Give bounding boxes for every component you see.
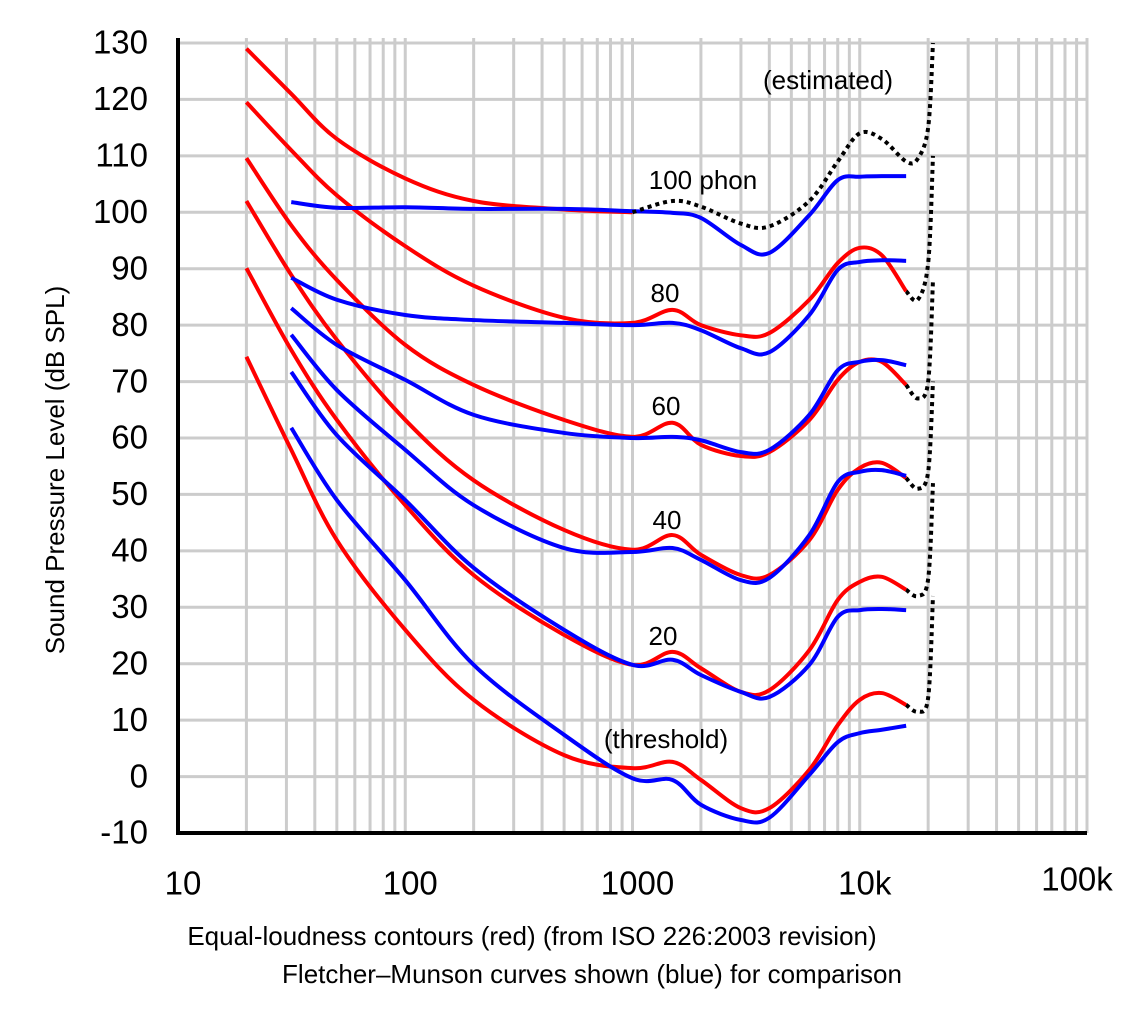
x-tick-label: 10 xyxy=(165,865,202,902)
y-tick-label: 120 xyxy=(93,80,148,117)
annotation: (estimated) xyxy=(763,65,893,95)
y-tick-label: 0 xyxy=(130,757,148,794)
annotation: 20 xyxy=(649,621,678,651)
curve xyxy=(290,174,907,257)
x-axis-label: Fletcher–Munson curves shown (blue) for … xyxy=(282,959,902,989)
annotation: 40 xyxy=(653,505,682,535)
y-tick-label: 10 xyxy=(111,701,148,738)
curve xyxy=(289,426,907,825)
y-tick-label: 20 xyxy=(111,644,148,681)
annotation: 100 phon xyxy=(649,165,757,195)
y-tick-label: 130 xyxy=(93,24,148,61)
y-tick-label: 30 xyxy=(111,588,148,625)
y-tick-label: 80 xyxy=(111,306,148,343)
y-tick-label: 40 xyxy=(111,532,148,569)
x-tick-label: 100 xyxy=(383,865,438,902)
curve xyxy=(244,100,908,339)
curve xyxy=(244,199,908,581)
curve xyxy=(289,333,907,586)
estimated-curve xyxy=(904,595,935,714)
curve xyxy=(289,306,907,456)
curve xyxy=(244,47,633,215)
curve xyxy=(244,355,908,815)
estimated-curve xyxy=(904,155,935,303)
y-tick-label: 50 xyxy=(111,475,148,512)
y-tick-label: 100 xyxy=(93,193,148,230)
x-tick-label: 100k xyxy=(1041,861,1113,898)
y-tick-label: 110 xyxy=(95,137,148,174)
y-tick-label: -10 xyxy=(100,814,148,851)
x-axis-label: Equal-loudness contours (red) (from ISO … xyxy=(187,921,876,951)
annotation: (threshold) xyxy=(604,724,728,754)
estimated-curve xyxy=(904,381,935,491)
curve xyxy=(289,370,907,701)
x-tick-label: 10k xyxy=(838,865,892,902)
curve xyxy=(290,258,907,357)
x-tick-label: 1000 xyxy=(601,865,674,902)
y-axis-label: Sound Pressure Level (dB SPL) xyxy=(40,286,70,655)
estimated-curve xyxy=(904,279,935,401)
y-tick-label: 60 xyxy=(111,419,148,456)
y-tick-label: 70 xyxy=(111,362,148,399)
annotation: 60 xyxy=(652,391,681,421)
curve xyxy=(244,267,908,698)
curve xyxy=(244,157,908,459)
annotation: 80 xyxy=(651,278,680,308)
y-tick-label: 90 xyxy=(111,249,148,286)
